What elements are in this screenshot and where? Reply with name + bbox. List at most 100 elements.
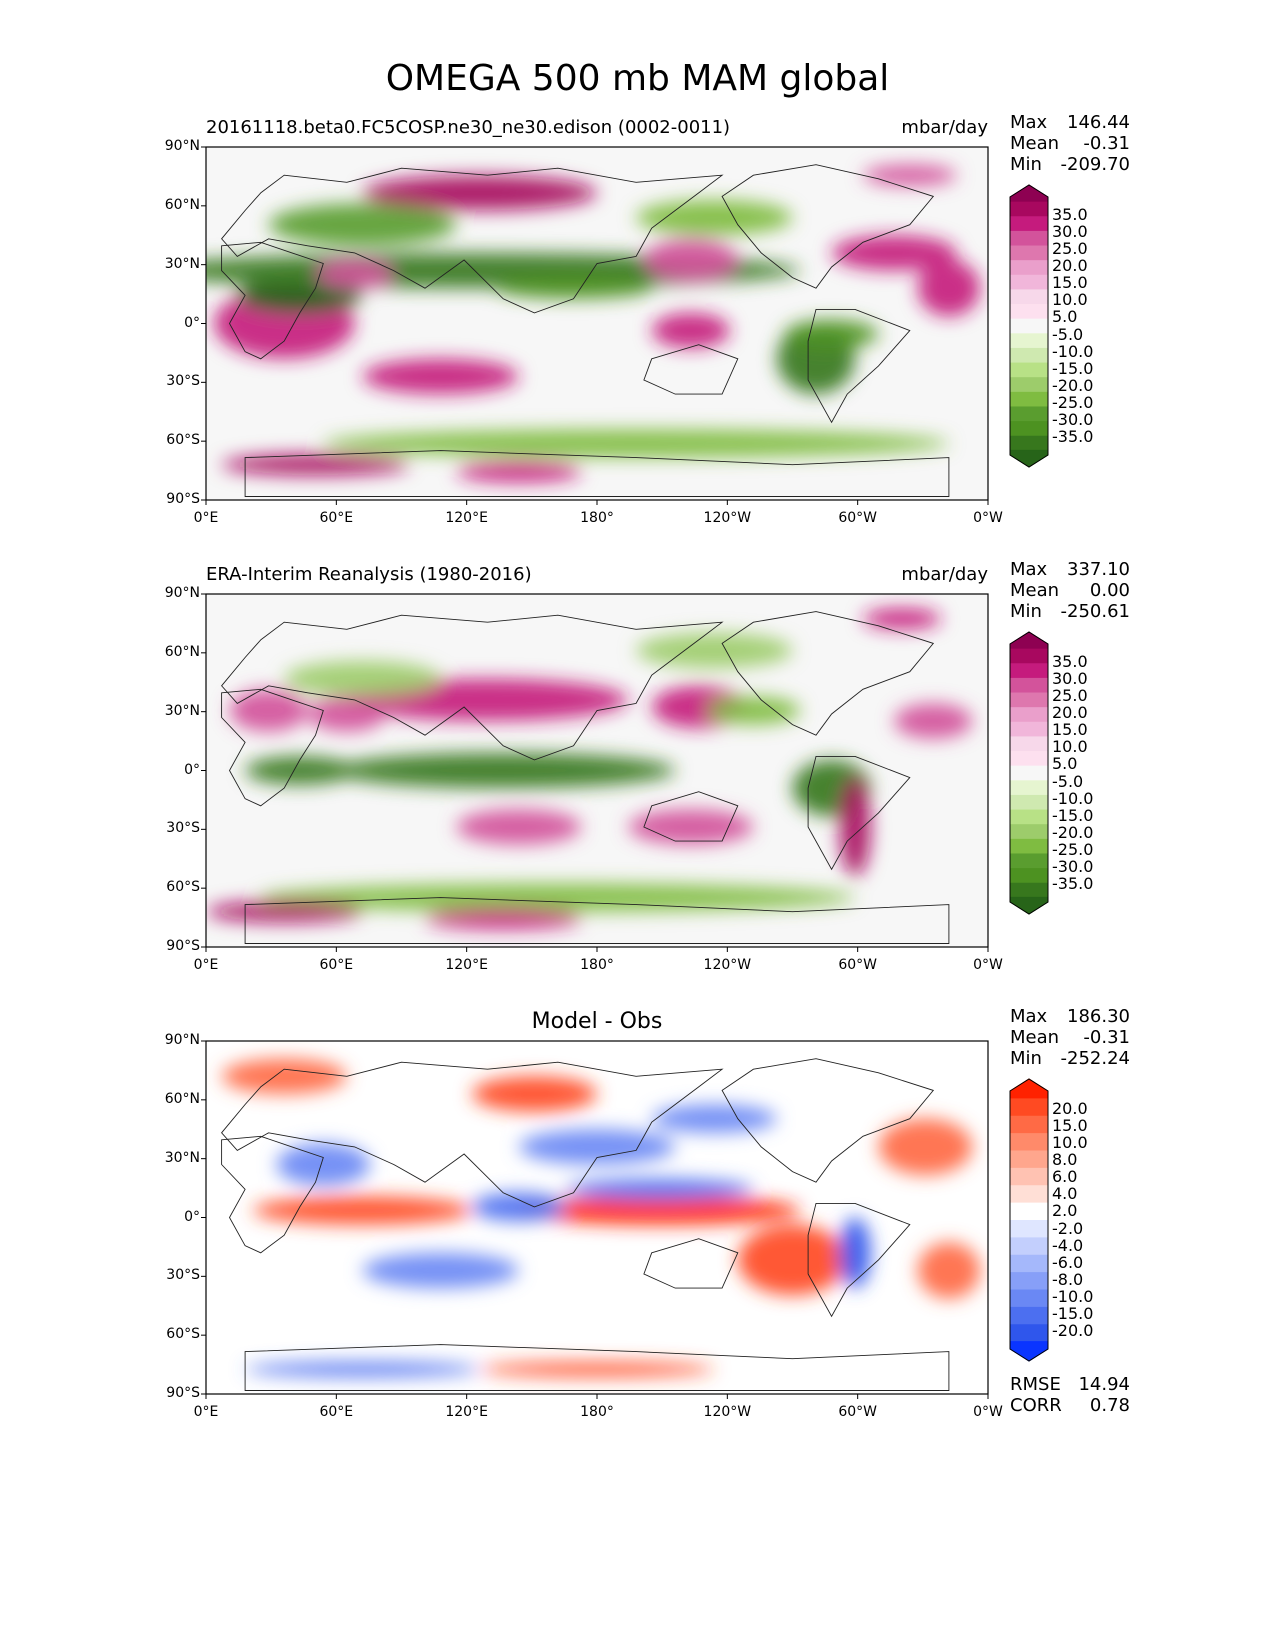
colorbar-label: -5.0 [1052,771,1084,791]
lat-tick-label: 0° [184,314,200,331]
colorbar-swatch [1010,707,1048,723]
field-blob [651,312,730,349]
stat-value: -252.24 [1060,1048,1130,1069]
field-blob [737,1224,848,1296]
colorbar-swatch [1010,1185,1048,1204]
colorbar-swatch [1010,216,1048,232]
field-blob [424,908,582,930]
lat-tick-label: 90°N [164,138,200,154]
lon-tick-label: 180° [580,957,614,973]
colorbar [1009,1078,1049,1362]
panel-units: mbar/day [901,564,988,585]
colorbar-label: -15.0 [1052,805,1094,825]
lat-tick-label: 60°N [164,643,200,660]
lon-tick-label: 60°E [319,1404,354,1420]
field-blob [456,809,582,845]
lat-tick-label: 30°N [164,1149,200,1166]
stat-label: Mean [1010,1027,1060,1048]
colorbar [1009,184,1049,468]
colorbar-swatch [1010,391,1048,407]
colorbar-swatch [1010,765,1048,781]
field-blob [268,203,457,246]
colorbar-swatch [1010,1324,1048,1343]
field-blob [471,1076,597,1112]
field-blob [839,1217,871,1289]
lat-tick-label: 30°S [166,373,200,390]
colorbar-label: -30.0 [1052,409,1094,429]
coastline [221,167,724,314]
lat-tick-label: 0° [184,1208,200,1225]
colorbar-swatch [1009,1341,1049,1362]
lon-tick-label: 0°W [973,1404,1003,1420]
stat-label: Mean [1010,133,1060,154]
stat-value: 14.94 [1078,1374,1130,1395]
colorbar-swatch [1010,318,1048,334]
colorbar-swatch [1010,1306,1048,1325]
colorbar-swatch [1010,1150,1048,1169]
colorbar-outline [1009,184,1049,468]
field-blob [331,752,676,789]
coastline [221,688,324,807]
colorbar-label: 6.0 [1052,1167,1078,1187]
stat-value: 337.10 [1067,559,1130,580]
panel-title: 20161118.beta0.FC5COSP.ne30_ne30.edison … [206,117,731,138]
colorbar-swatch [1010,794,1048,811]
colorbar-label: 10.0 [1052,290,1088,310]
colorbar-swatch [1010,406,1048,422]
field-blob [245,1362,480,1377]
colorbar-swatch [1010,838,1048,854]
stat-value: -0.31 [1083,1027,1130,1048]
stat-value: -209.70 [1060,154,1130,175]
lat-tick-label: 30°S [166,1267,200,1284]
stat-label: RMSE [1010,1374,1061,1395]
lat-tick-label: 0° [184,761,200,778]
coastline [643,344,739,395]
colorbar-label: -15.0 [1052,358,1094,378]
colorbar-swatch [1010,362,1048,378]
stat-label: Max [1010,1006,1048,1027]
colorbar-label: 20.0 [1052,256,1088,276]
stat-label: Min [1010,1048,1042,1069]
lat-tick-label: 90°S [166,491,200,507]
field-blob [831,235,957,271]
colorbar-label: 25.0 [1052,239,1088,259]
colorbar-swatch [1010,677,1048,694]
lon-tick-label: 60°E [319,957,354,973]
colorbar-label: -6.0 [1052,1252,1084,1272]
field-blob [479,1362,715,1377]
colorbar-swatch [1010,1237,1048,1256]
colorbar-label: 5.0 [1052,307,1078,327]
colorbar-label: -25.0 [1052,392,1094,412]
colorbar-label: -4.0 [1052,1235,1084,1255]
panel-title: Model - Obs [531,1009,663,1034]
colorbar-label: -35.0 [1052,427,1094,446]
colorbar-label: -15.0 [1052,1303,1094,1323]
lat-tick-label: 60°N [164,196,200,213]
colorbar-swatch [1010,333,1048,349]
coastline [721,611,935,736]
colorbar-label: -20.0 [1052,1321,1094,1340]
colorbar-swatch [1010,230,1048,247]
stat-value: 0.00 [1089,580,1130,601]
field-blob [284,661,441,697]
colorbar-swatch [1009,1078,1049,1099]
colorbar-swatch [1010,289,1048,305]
lat-tick-label: 60°S [166,1326,200,1343]
colorbar-swatch [1010,648,1048,664]
lat-tick-label: 60°S [166,432,200,449]
stat-label: Min [1010,601,1042,622]
colorbar-swatch [1010,809,1048,825]
field-blob [643,238,738,282]
stat-value: -0.31 [1083,133,1130,154]
lat-tick-label: 90°N [164,585,200,601]
colorbar-swatch [1010,421,1048,437]
colorbar-swatch [1010,853,1048,869]
colorbar-label: -25.0 [1052,839,1094,859]
colorbar-swatch [1010,868,1048,884]
field-blob [839,777,871,877]
colorbar-swatch [1010,245,1048,261]
field-blob [315,259,394,289]
field-blob [565,1178,754,1200]
